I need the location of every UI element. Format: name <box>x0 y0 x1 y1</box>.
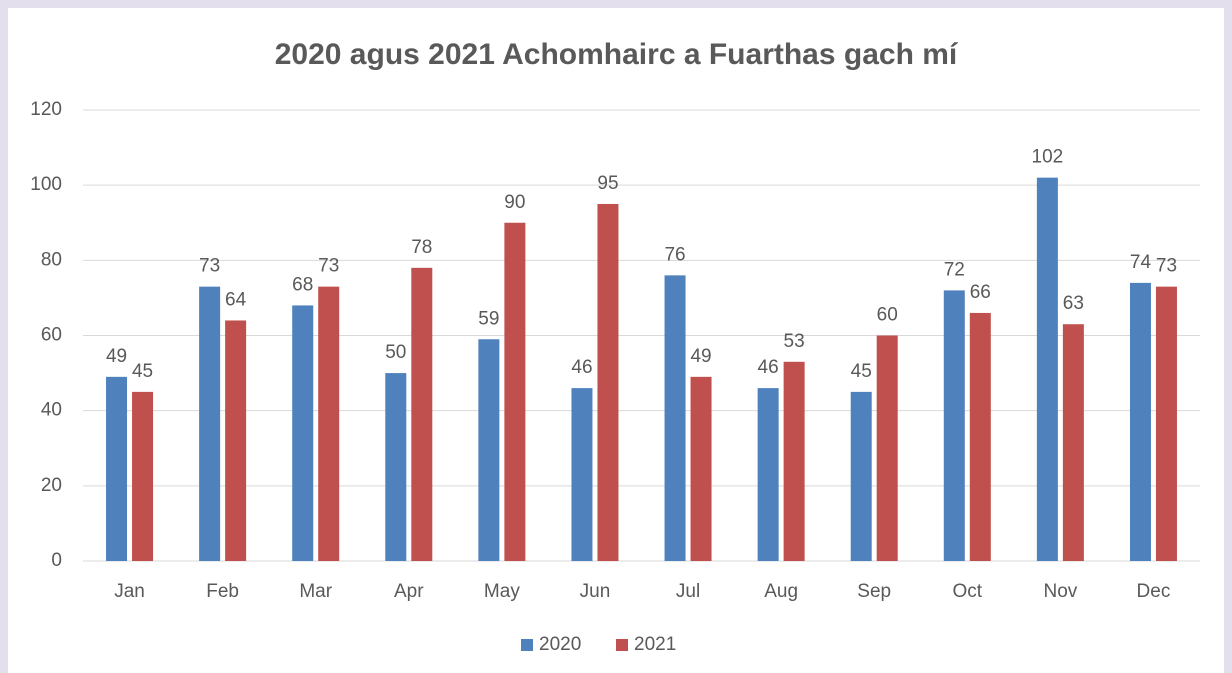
bar <box>571 388 593 561</box>
bar <box>411 267 433 561</box>
data-label: 72 <box>944 259 965 280</box>
bar <box>132 391 154 561</box>
y-tick-label: 60 <box>41 325 62 346</box>
bar <box>385 373 407 561</box>
data-label: 45 <box>851 361 872 382</box>
data-label: 50 <box>385 342 406 363</box>
data-label: 63 <box>1063 293 1084 314</box>
data-label: 53 <box>784 331 805 352</box>
data-label: 46 <box>571 357 592 378</box>
y-tick-label: 120 <box>30 99 62 120</box>
data-label: 73 <box>199 256 220 277</box>
bar <box>106 376 128 561</box>
data-label: 73 <box>318 256 339 277</box>
y-tick-label: 100 <box>30 174 62 195</box>
bar <box>783 361 805 561</box>
data-label: 49 <box>106 346 127 367</box>
x-tick-label: Jun <box>580 581 611 602</box>
data-label: 49 <box>690 346 711 367</box>
bar <box>850 391 872 561</box>
legend-label: 2020 <box>539 634 581 655</box>
bar <box>504 222 526 561</box>
y-tick-label: 80 <box>41 249 62 270</box>
data-label: 95 <box>597 173 618 194</box>
data-label: 73 <box>1156 256 1177 277</box>
bar <box>318 286 340 561</box>
data-label: 102 <box>1032 147 1064 168</box>
x-tick-label: May <box>484 581 520 602</box>
bar <box>1155 286 1177 561</box>
bar <box>1036 177 1058 561</box>
x-tick-label: Jul <box>676 581 700 602</box>
data-label: 76 <box>664 244 685 265</box>
data-label: 64 <box>225 289 247 310</box>
data-label: 78 <box>411 237 432 258</box>
x-tick-label: Feb <box>206 581 239 602</box>
data-label: 74 <box>1130 252 1152 273</box>
y-tick-label: 0 <box>51 550 62 571</box>
bar <box>1129 282 1151 561</box>
data-label: 68 <box>292 274 313 295</box>
x-tick-label: Oct <box>953 581 983 602</box>
data-label: 45 <box>132 361 153 382</box>
x-tick-label: Apr <box>394 581 424 602</box>
bar <box>690 376 712 561</box>
data-label: 66 <box>970 282 991 303</box>
x-tick-label: Jan <box>114 581 145 602</box>
bar <box>225 320 247 561</box>
x-tick-label: Nov <box>1043 581 1077 602</box>
bar <box>876 335 898 561</box>
legend-swatch <box>521 639 533 651</box>
x-tick-label: Mar <box>299 581 332 602</box>
y-tick-label: 20 <box>41 475 62 496</box>
bar <box>597 203 619 562</box>
data-label: 46 <box>758 357 779 378</box>
legend-swatch <box>616 639 628 651</box>
bar <box>969 312 991 561</box>
data-label: 90 <box>504 192 525 213</box>
x-tick-label: Sep <box>857 581 891 602</box>
bar <box>943 290 965 561</box>
data-label: 59 <box>478 308 499 329</box>
bar <box>1062 324 1084 561</box>
y-tick-label: 40 <box>41 400 62 421</box>
x-tick-label: Dec <box>1137 581 1171 602</box>
bar <box>757 388 779 561</box>
bar <box>664 275 686 561</box>
chart-title: 2020 agus 2021 Achomhairc a Fuarthas gac… <box>275 38 959 71</box>
data-label: 60 <box>877 305 898 326</box>
bar <box>199 286 221 561</box>
bar <box>478 339 500 561</box>
x-tick-label: Aug <box>764 581 798 602</box>
legend-label: 2021 <box>634 634 676 655</box>
bar <box>292 305 314 561</box>
